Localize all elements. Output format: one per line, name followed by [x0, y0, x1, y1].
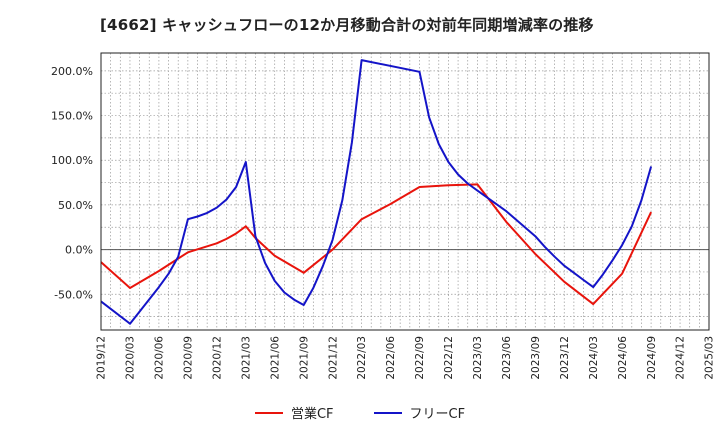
x-tick-label: 2021/09 [298, 336, 310, 380]
legend-label-free-cf: フリーCF [409, 407, 466, 422]
x-tick-label: 2023/06 [501, 336, 513, 380]
x-tick-label: 2024/06 [617, 336, 629, 380]
y-tick-label: 100.0% [51, 154, 93, 167]
x-tick-label: 2022/09 [414, 336, 426, 380]
x-tick-label: 2023/12 [559, 336, 571, 380]
x-tick-label: 2023/03 [472, 336, 484, 380]
legend-label-operating-cf: 営業CF [290, 407, 334, 422]
legend-item-operating-cf: 営業CF [254, 403, 334, 422]
y-tick-label: 0.0% [65, 244, 93, 257]
x-tick-label: 2022/12 [443, 336, 455, 380]
y-tick-label: 200.0% [51, 65, 93, 78]
y-tick-label: -50.0% [54, 288, 93, 301]
x-tick-label: 2024/09 [646, 336, 658, 380]
chart-title: [4662] キャッシュフローの12か月移動合計の対前年同期増減率の推移 [100, 16, 594, 34]
x-tick-label: 2023/09 [530, 336, 542, 380]
legend: 営業CF フリーCF [0, 403, 720, 422]
x-tick-label: 2020/12 [211, 336, 223, 380]
y-tick-label: 50.0% [58, 199, 93, 212]
x-tick-label: 2022/03 [356, 336, 368, 380]
x-tick-label: 2021/03 [240, 336, 252, 380]
legend-item-free-cf: フリーCF [373, 403, 466, 422]
x-tick-label: 2024/12 [675, 336, 687, 380]
x-tick-label: 2021/12 [327, 336, 339, 380]
x-tick-label: 2024/03 [588, 336, 600, 380]
x-tick-label: 2021/06 [269, 336, 281, 380]
x-tick-label: 2020/03 [125, 336, 137, 380]
x-tick-label: 2020/06 [154, 336, 166, 380]
legend-swatch-free-cf [373, 411, 402, 414]
y-tick-label: 150.0% [51, 110, 93, 123]
x-axis: 2019/12 2020/03 2020/06 2020/09 2020/12 2021/… [96, 336, 716, 380]
x-tick-label: 2022/06 [385, 336, 397, 380]
series-line-operating-cf [100, 183, 653, 306]
legend-swatch-operating-cf [254, 411, 283, 414]
x-tick-label: 2025/03 [704, 336, 716, 380]
series-lines [100, 59, 653, 325]
plot-background [101, 53, 709, 330]
x-tick-label: 2020/09 [183, 336, 195, 380]
x-tick-label: 2019/12 [96, 336, 108, 380]
y-axis: 200.0% 150.0% 100.0% 50.0% 0.0% -50.0% [51, 65, 93, 301]
series-line-free-cf [100, 59, 653, 325]
plot-frame [100, 52, 710, 331]
